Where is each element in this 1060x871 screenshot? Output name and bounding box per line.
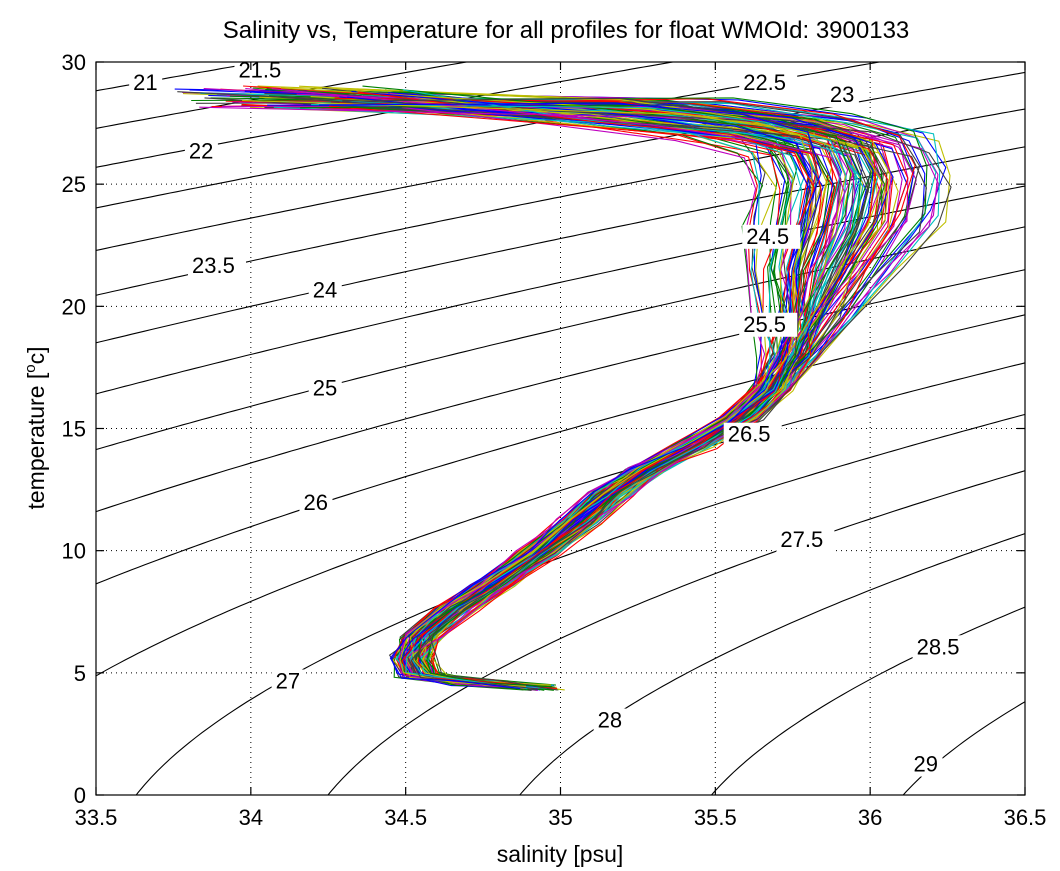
isopycnal-line [96, 269, 1025, 513]
contour-label-bg [739, 312, 798, 337]
isopycnal-line [96, 362, 1025, 677]
y-tick-label: 0 [74, 783, 86, 808]
contour-label: 29 [914, 752, 938, 777]
x-axis: 33.5 34 34.5 35 35.5 36 36.5 [75, 62, 1047, 830]
isopycnal-line [902, 701, 1025, 795]
isopycnal-line [96, 146, 1025, 344]
contour-label-bg [184, 139, 218, 164]
contour-label: 28 [598, 708, 622, 733]
contour-label-bg [234, 58, 293, 83]
contour-label-bg [723, 422, 782, 447]
profile-line [242, 99, 884, 687]
contour-label: 22 [189, 138, 213, 163]
isopycnal-line [96, 62, 470, 129]
x-tick-label: 35 [548, 805, 572, 830]
y-tick-label: 25 [62, 172, 86, 197]
contour-label-bg [271, 669, 305, 694]
isopycnal-line [96, 226, 1025, 451]
plot-area [96, 62, 1025, 795]
y-tick-label: 15 [62, 417, 86, 442]
contour-label-bg [593, 708, 627, 733]
x-tick-label: 35.5 [694, 805, 737, 830]
isopycnal-line [96, 71, 1025, 252]
contour-label: 25 [313, 375, 337, 400]
y-tick-label: 20 [62, 294, 86, 319]
contour-label: 28.5 [917, 634, 960, 659]
x-tick-label: 34 [239, 805, 263, 830]
contour-label: 27.5 [780, 527, 823, 552]
contour-label-bg [776, 527, 835, 552]
x-axis-label: salinity [psu] [497, 841, 624, 867]
contour-label: 27 [276, 668, 300, 693]
contour-label-bg [742, 224, 801, 249]
contour-label-bg [912, 635, 971, 660]
profile-line [199, 106, 939, 690]
y-tick-label: 30 [62, 50, 86, 75]
contour-label-bg [825, 83, 859, 108]
x-tick-label: 33.5 [75, 805, 118, 830]
profile-line [311, 104, 847, 690]
isopycnal-line [96, 314, 1025, 585]
y-axis-label-end: c] [23, 346, 49, 364]
profile-line [296, 93, 854, 686]
contour-label: 22.5 [743, 70, 786, 95]
profile-line [318, 102, 822, 690]
contour-label-bg [739, 70, 798, 95]
x-tick-label: 34.5 [384, 805, 427, 830]
profiles [174, 85, 952, 692]
profile-line [280, 87, 847, 686]
contour-label-bg [299, 491, 333, 516]
profile-line [342, 97, 817, 690]
x-tick-label: 36 [858, 805, 882, 830]
y-tick-label: 5 [74, 661, 86, 686]
contour-label-bg [129, 70, 163, 95]
contour-label: 26.5 [728, 422, 771, 447]
profile-line [357, 91, 816, 690]
y-tick-label: 10 [62, 539, 86, 564]
y-axis-label-sup: o [22, 364, 39, 372]
contour-label: 23.5 [192, 253, 235, 278]
y-axis-label-main: temperature [ [23, 372, 49, 509]
contour-label-bg [308, 278, 342, 303]
contour-label: 25.5 [743, 312, 786, 337]
contour-label: 26 [303, 490, 327, 515]
isopycnal-line [710, 606, 1025, 795]
contour-label: 24.5 [746, 224, 789, 249]
chart-title: Salinity vs, Temperature for all profile… [223, 17, 910, 44]
y-axis-label: temperature [oc] [22, 346, 49, 509]
y-axis: 0 5 10 15 20 25 30 [62, 50, 1025, 808]
contour-label-bg [909, 752, 943, 777]
contour-label: 21 [133, 70, 157, 95]
contour-label-bg [187, 254, 246, 279]
contour-label: 24 [313, 278, 337, 303]
profile-line [273, 106, 864, 686]
contour-label: 23 [830, 82, 854, 107]
isopycnal-line [519, 533, 1025, 795]
contour-label-bg [308, 376, 342, 401]
isopycnal-line [327, 470, 1025, 795]
x-tick-label: 36.5 [1004, 805, 1047, 830]
